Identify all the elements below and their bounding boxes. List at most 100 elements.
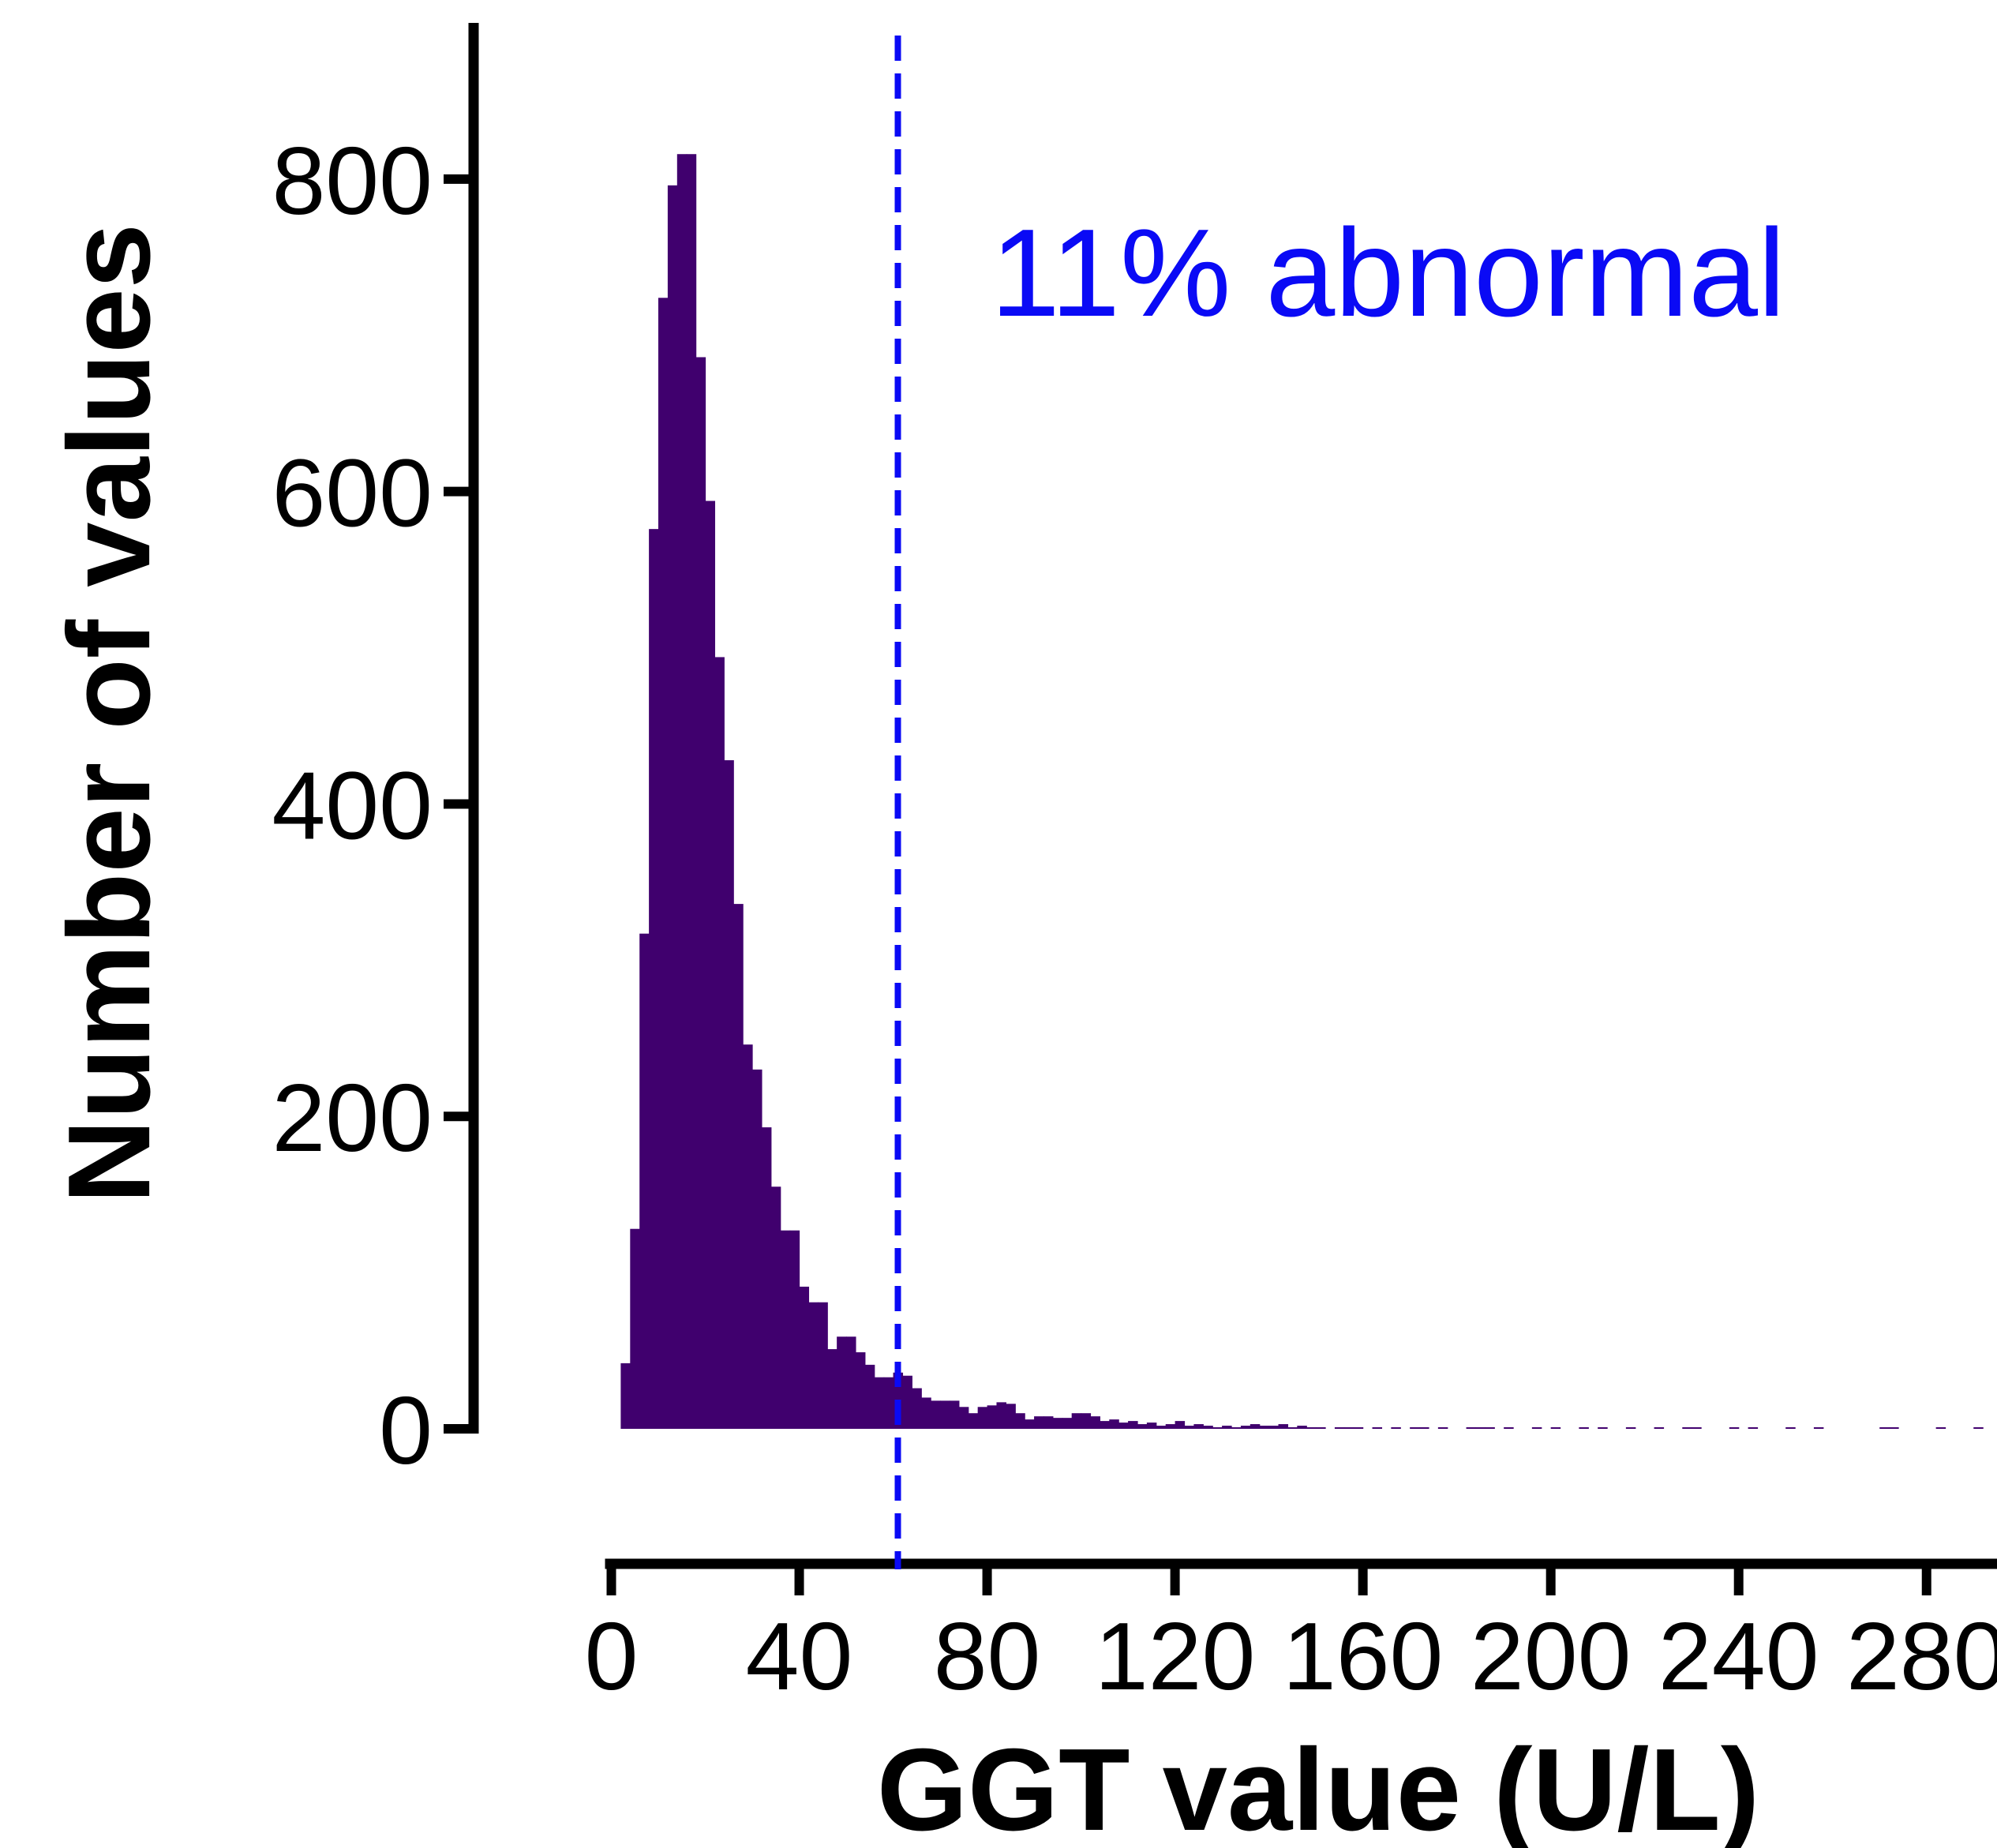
bar [752, 1069, 762, 1429]
bar [1813, 1427, 1824, 1429]
bar [1625, 1427, 1636, 1429]
y-tick-label: 200 [272, 1064, 433, 1171]
bar [1654, 1427, 1665, 1429]
bar [921, 1397, 931, 1429]
bar [1222, 1426, 1232, 1429]
x-tick-label: 120 [1095, 1602, 1256, 1710]
x-tick-label: 80 [934, 1602, 1041, 1710]
y-tick-label: 600 [272, 440, 433, 547]
bar [1015, 1413, 1025, 1429]
bar [630, 1228, 640, 1429]
bar [1090, 1416, 1100, 1429]
bar [714, 657, 725, 1429]
bar [1071, 1413, 1082, 1429]
bar [1128, 1421, 1138, 1429]
bar [1935, 1427, 1946, 1429]
bar [1504, 1427, 1514, 1429]
bar [649, 529, 659, 1430]
bar [705, 500, 716, 1429]
bar [1025, 1419, 1035, 1429]
bar [1531, 1427, 1542, 1429]
bar [1250, 1424, 1261, 1429]
bar [743, 1044, 753, 1429]
bar [949, 1400, 960, 1429]
bar [1550, 1427, 1561, 1429]
bar [686, 154, 697, 1429]
bar [1889, 1427, 1899, 1429]
bar [1372, 1427, 1383, 1429]
bar [902, 1375, 912, 1429]
bar [883, 1377, 894, 1429]
bar [996, 1402, 1006, 1429]
bar [1175, 1421, 1186, 1429]
bar [1748, 1427, 1759, 1429]
bar [1391, 1427, 1401, 1429]
bar [1212, 1427, 1223, 1429]
bar [1240, 1426, 1251, 1429]
bar [1231, 1427, 1242, 1429]
bar [1419, 1427, 1429, 1429]
y-tick-label: 800 [272, 127, 433, 234]
bar [1278, 1424, 1289, 1429]
x-tick-label: 240 [1658, 1602, 1819, 1710]
bar [1268, 1426, 1280, 1429]
bar [1006, 1404, 1016, 1429]
bar [770, 1186, 781, 1429]
bar [1156, 1426, 1167, 1429]
bar [667, 185, 678, 1429]
bar [780, 1230, 791, 1429]
bar [837, 1336, 847, 1429]
bar [724, 760, 734, 1429]
bar [912, 1388, 922, 1429]
bar [874, 1377, 885, 1429]
bar [1287, 1427, 1298, 1429]
bar [1579, 1427, 1589, 1429]
x-tick-label: 280 [1846, 1602, 1997, 1710]
bar [855, 1352, 866, 1429]
bar [1353, 1427, 1364, 1429]
bar [1410, 1427, 1420, 1429]
bar [958, 1407, 969, 1429]
bar [1184, 1426, 1195, 1429]
bar [1692, 1427, 1702, 1429]
bar [1334, 1427, 1345, 1429]
bar [1343, 1427, 1354, 1429]
bar [1729, 1427, 1740, 1429]
x-tick-label: 200 [1471, 1602, 1632, 1710]
bar [1034, 1416, 1044, 1429]
bar [1043, 1416, 1054, 1429]
bar [620, 1363, 631, 1429]
bar [827, 1349, 837, 1429]
bar [1466, 1427, 1477, 1429]
bar [733, 904, 744, 1429]
bar [1682, 1427, 1692, 1429]
bar [1259, 1426, 1270, 1429]
bar [695, 357, 706, 1430]
bar [658, 298, 669, 1430]
bar [1879, 1427, 1890, 1429]
bar [1297, 1426, 1307, 1429]
bar [1203, 1426, 1213, 1429]
y-tick-label: 400 [272, 752, 433, 859]
bar [1973, 1427, 1984, 1429]
bar [1475, 1427, 1486, 1429]
bar [1052, 1418, 1063, 1429]
x-tick-label: 160 [1283, 1602, 1444, 1710]
bar [968, 1413, 979, 1429]
bar [987, 1405, 998, 1429]
x-tick-label: 40 [746, 1602, 853, 1710]
y-axis-title: Number of values [44, 223, 174, 1204]
bar [1100, 1421, 1110, 1429]
bar [799, 1286, 810, 1429]
bar [977, 1407, 988, 1429]
bar [1081, 1413, 1092, 1429]
bar [1785, 1427, 1796, 1429]
annotation: 11% abnormal [991, 204, 1785, 343]
bar [931, 1400, 941, 1429]
bar [761, 1127, 772, 1429]
bar [846, 1336, 856, 1429]
bar [1316, 1427, 1326, 1429]
bar [1109, 1419, 1119, 1429]
